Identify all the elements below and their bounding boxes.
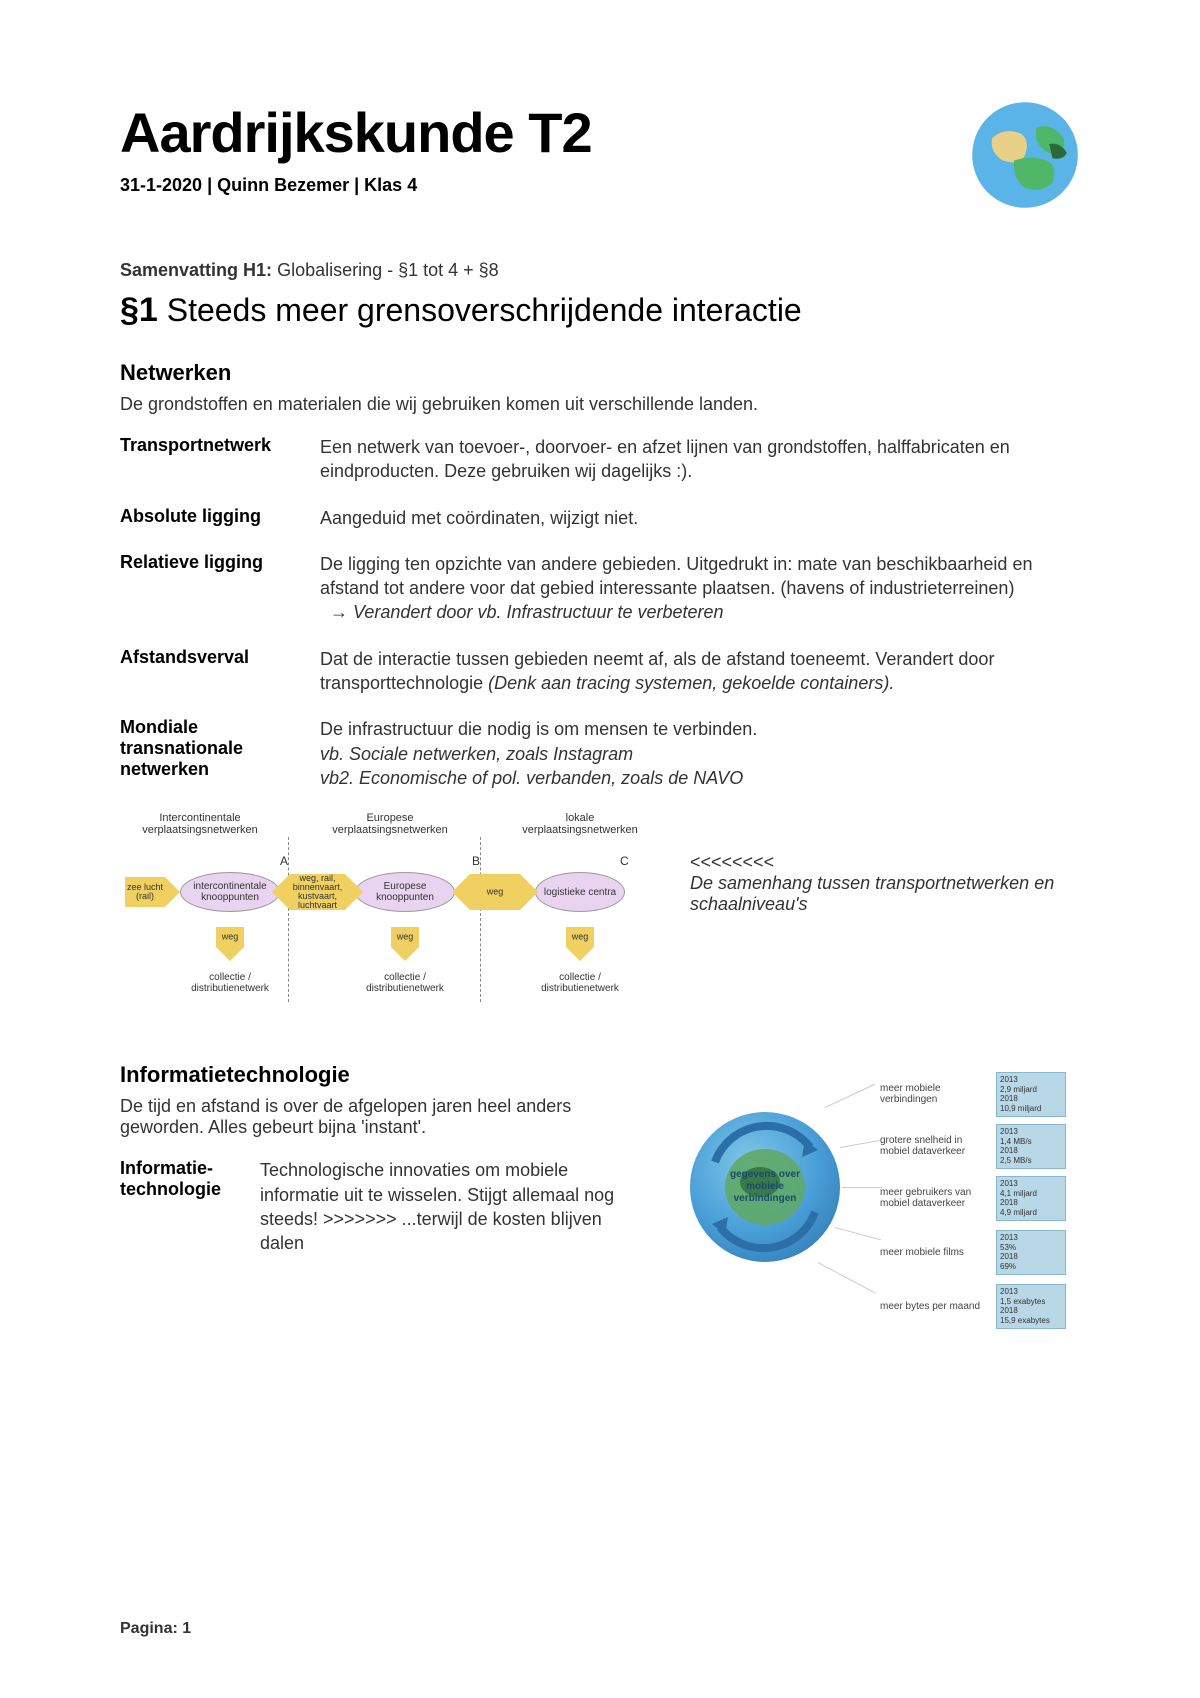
def-row: Absolute ligging Aangeduid met coördinat… xyxy=(120,506,1080,530)
page-header: Aardrijkskunde T2 31-1-2020 | Quinn Beze… xyxy=(120,100,1080,210)
diagram-section: Intercontinentale verplaatsingsnetwerken… xyxy=(120,812,1080,1032)
def-body: Een netwerk van toevoer-, doorvoer- en a… xyxy=(320,435,1080,484)
diag-bottom-label: collectie / distributienetwerk xyxy=(180,972,280,994)
diag-arrow-left: zee lucht (rail) xyxy=(125,877,165,907)
info-item-box: 20134,1 miljard20184,9 miljard xyxy=(996,1176,1066,1220)
def-term: Relatieve ligging xyxy=(120,552,320,625)
info-item-box: 20132,9 miljard201810,9 miljard xyxy=(996,1072,1066,1116)
diagram-caption: <<<<<<<< De samenhang tussen transportne… xyxy=(690,812,1080,1032)
diag-letter: A xyxy=(280,854,288,868)
info-item-box: 20131,5 exabytes201815,9 exabytes xyxy=(996,1284,1066,1328)
diag-header: lokale verplaatsingsnetwerken xyxy=(510,812,650,836)
infotech-heading: Informatietechnologie xyxy=(120,1062,650,1088)
info-item: grotere snelheid in mobiel dataverkeer 2… xyxy=(880,1124,1066,1168)
page-subtitle: 31-1-2020 | Quinn Bezemer | Klas 4 xyxy=(120,175,970,196)
section-num: §1 xyxy=(120,291,158,329)
diag-bottom-label: collectie / distributienetwerk xyxy=(530,972,630,994)
diag-node: Europese knooppunten xyxy=(355,872,455,912)
summary-label: Samenvatting H1: xyxy=(120,260,272,280)
def-term: Transportnetwerk xyxy=(120,435,320,484)
info-globe: gegevens over mobiele verbindingen xyxy=(690,1112,840,1262)
def-row: Mondiale transnationale netwerken De inf… xyxy=(120,717,1080,790)
def-body: Technologische innovaties om mobiele inf… xyxy=(260,1158,650,1255)
info-item-box: 20131,4 MB/s20182,5 MB/s xyxy=(996,1124,1066,1168)
def-row: Afstandsverval Dat de interactie tussen … xyxy=(120,647,1080,696)
info-item: meer mobiele films 201353%201869% xyxy=(880,1230,1066,1274)
info-item: meer bytes per maand 20131,5 exabytes201… xyxy=(880,1284,1066,1328)
def-body: Dat de interactie tussen gebieden neemt … xyxy=(320,647,1080,696)
infotech-diagram: gegevens over mobiele verbindingen meer … xyxy=(670,1062,1080,1342)
diag-node: intercontinentale knooppunten xyxy=(180,872,280,912)
def-term: Mondiale transnationale netwerken xyxy=(120,717,320,790)
def-row: Informatie-technologie Technologische in… xyxy=(120,1158,650,1255)
def-body: Aangeduid met coördinaten, wijzigt niet. xyxy=(320,506,1080,530)
diag-arrow: weg, rail, binnenvaart, kustvaart, lucht… xyxy=(290,874,345,910)
diag-letter: B xyxy=(472,854,480,868)
infotech-section: Informatietechnologie De tijd en afstand… xyxy=(120,1062,1080,1342)
diag-letter: C xyxy=(620,854,629,868)
info-item: meer mobiele verbindingen 20132,9 miljar… xyxy=(880,1072,1066,1116)
header-text: Aardrijkskunde T2 31-1-2020 | Quinn Beze… xyxy=(120,100,970,196)
section-name: Steeds meer grensoverschrijdende interac… xyxy=(167,292,802,328)
diag-header: Intercontinentale verplaatsingsnetwerken xyxy=(130,812,270,836)
diag-down-arrow: weg xyxy=(391,927,419,947)
def-row: Relatieve ligging De ligging ten opzicht… xyxy=(120,552,1080,625)
info-item: meer gebruikers van mobiel dataverkeer 2… xyxy=(880,1176,1066,1220)
def-row: Transportnetwerk Een netwerk van toevoer… xyxy=(120,435,1080,484)
summary-line: Samenvatting H1: Globalisering - §1 tot … xyxy=(120,260,1080,281)
netwerken-intro: De grondstoffen en materialen die wij ge… xyxy=(120,394,1080,415)
globe-icon xyxy=(970,100,1080,210)
infotech-intro: De tijd en afstand is over de afgelopen … xyxy=(120,1096,650,1138)
def-term: Absolute ligging xyxy=(120,506,320,530)
page-footer: Pagina: 1 xyxy=(120,1620,191,1638)
diag-node: logistieke centra xyxy=(535,872,625,912)
page-title: Aardrijkskunde T2 xyxy=(120,100,970,165)
def-term: Informatie-technologie xyxy=(120,1158,260,1255)
section-1-title: §1 Steeds meer grensoverschrijdende inte… xyxy=(120,291,1080,330)
diag-down-arrow: weg xyxy=(216,927,244,947)
info-item-box: 201353%201869% xyxy=(996,1230,1066,1274)
def-body: De infrastructuur die nodig is om mensen… xyxy=(320,717,1080,790)
transport-diagram: Intercontinentale verplaatsingsnetwerken… xyxy=(120,812,660,1032)
summary-text: Globalisering - §1 tot 4 + §8 xyxy=(277,260,499,280)
netwerken-heading: Netwerken xyxy=(120,360,1080,386)
diag-bottom-label: collectie / distributienetwerk xyxy=(355,972,455,994)
infotech-left: Informatietechnologie De tijd en afstand… xyxy=(120,1062,650,1342)
def-body: De ligging ten opzichte van andere gebie… xyxy=(320,552,1080,625)
def-term: Afstandsverval xyxy=(120,647,320,696)
diag-arrow: weg xyxy=(470,874,520,910)
info-globe-text: gegevens over mobiele verbindingen xyxy=(720,1169,810,1205)
diag-down-arrow: weg xyxy=(566,927,594,947)
diag-header: Europese verplaatsingsnetwerken xyxy=(320,812,460,836)
